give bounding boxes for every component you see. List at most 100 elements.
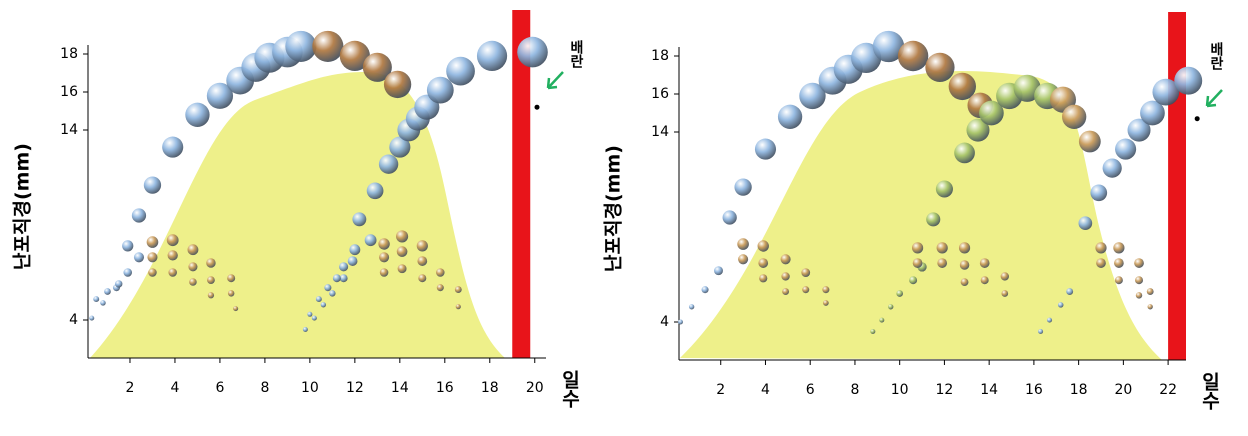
x-tick-label: 14 [980, 382, 998, 398]
follicle [823, 300, 829, 306]
follicle [188, 244, 199, 255]
follicle [981, 276, 989, 284]
follicle [307, 312, 312, 317]
follicle [185, 103, 209, 127]
follicle [477, 41, 507, 71]
x-tick-label: 4 [170, 380, 179, 396]
follicle [303, 327, 308, 332]
follicle [427, 77, 454, 104]
follicle [1135, 276, 1143, 284]
follicle [1090, 184, 1107, 201]
follicle [316, 296, 322, 302]
follicle [1096, 258, 1106, 268]
follicle [89, 316, 94, 321]
y-axis-label: 난포직경(mm) [12, 143, 34, 270]
follicle [1136, 292, 1142, 298]
follicle [207, 276, 215, 284]
x-axis-label: 일수 [1199, 372, 1221, 411]
y-tick-label: 16 [60, 84, 78, 100]
follicle [397, 246, 408, 257]
follicle [1038, 329, 1043, 334]
x-tick-label: 2 [716, 382, 725, 398]
follicle [168, 268, 177, 277]
follicle [738, 254, 748, 264]
y-tick-label: 14 [651, 124, 669, 140]
x-tick-label: 18 [481, 380, 499, 396]
follicle [1148, 304, 1153, 309]
follicle [147, 236, 159, 248]
follicle [168, 250, 178, 260]
x-tick-label: 6 [215, 380, 224, 396]
follicle [758, 258, 768, 268]
follicle [1147, 288, 1154, 295]
x-tick-label: 8 [850, 382, 859, 398]
follicle [285, 31, 316, 62]
ovulation-label: 배란 [1208, 42, 1224, 71]
ovulation-point [535, 105, 540, 110]
follicle [1113, 242, 1124, 253]
follicle [132, 208, 146, 222]
x-tick-label: 10 [891, 382, 909, 398]
ovulation-point [1195, 116, 1200, 121]
follicle [1115, 276, 1123, 284]
follicle [115, 280, 122, 287]
arrow [548, 72, 563, 88]
follicle [959, 242, 970, 253]
y-axis-label: 난포직경(mm) [603, 145, 625, 272]
follicle [755, 139, 776, 160]
x-tick-label: 2 [126, 380, 135, 396]
follicle [167, 234, 179, 246]
follicle [714, 266, 723, 275]
follicle [312, 316, 317, 321]
follicle [1114, 258, 1124, 268]
follicle [678, 320, 683, 325]
follicle [781, 254, 791, 264]
follicle [189, 278, 197, 286]
ovulation-label: 배란 [568, 40, 584, 69]
follicle [778, 105, 802, 129]
follicle [365, 234, 377, 246]
follicle [1066, 288, 1073, 295]
follicle [1058, 302, 1064, 308]
follicle [123, 268, 132, 277]
follicle [122, 240, 133, 251]
follicle [93, 296, 99, 302]
follicle [379, 155, 398, 174]
x-tick-label: 20 [1114, 382, 1132, 398]
follicle [348, 256, 358, 266]
follicle [1062, 105, 1086, 129]
follicle [333, 274, 341, 282]
y-tick-label: 4 [660, 314, 669, 330]
follicle [1047, 318, 1052, 323]
follicle [417, 256, 427, 266]
follicle [436, 268, 445, 277]
follicle [689, 304, 694, 309]
arrow [1207, 90, 1222, 106]
x-axis-label: 일수 [559, 370, 581, 409]
follicle [367, 182, 384, 199]
follicle [734, 178, 751, 195]
follicle [702, 286, 709, 293]
follicle [723, 210, 737, 224]
follicle [324, 284, 331, 291]
follicle [926, 212, 940, 226]
follicle [801, 268, 810, 277]
follicle [909, 276, 917, 284]
follicle [758, 240, 769, 251]
follicle [104, 288, 111, 295]
follicle [147, 252, 157, 262]
follicle [954, 143, 975, 164]
follicle [379, 252, 389, 262]
follicle [1115, 139, 1136, 160]
follicle [437, 284, 444, 291]
shaded-area [680, 71, 1162, 360]
follicle [1095, 242, 1106, 253]
follicle [384, 71, 411, 98]
follicle [349, 244, 360, 255]
x-tick-label: 22 [1159, 382, 1177, 398]
follicle [329, 290, 335, 296]
follicle [162, 137, 183, 158]
follicle [208, 292, 214, 298]
follicle [1001, 272, 1009, 280]
follicle [961, 278, 969, 286]
